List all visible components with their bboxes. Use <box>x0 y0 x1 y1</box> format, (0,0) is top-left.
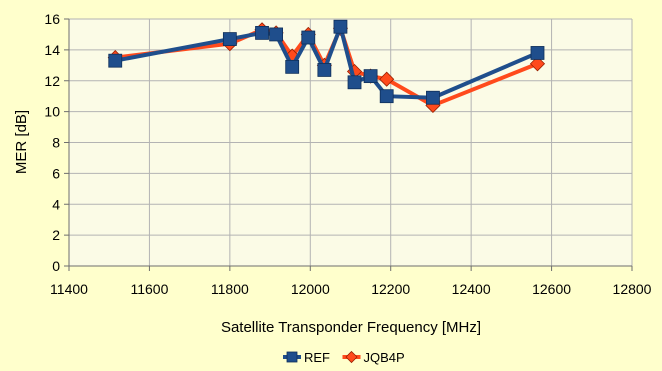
x-tick-label: 11800 <box>211 281 249 297</box>
data-point <box>269 27 284 42</box>
y-tick-label: 6 <box>52 165 60 181</box>
y-tick-label: 2 <box>52 227 60 243</box>
legend-label: JQB4P <box>364 350 405 365</box>
series-group <box>107 19 546 114</box>
legend-item: REF <box>283 350 330 365</box>
y-tick-label: 8 <box>52 135 60 151</box>
y-tick-label: 16 <box>44 11 60 27</box>
data-point <box>347 75 362 90</box>
y-tick-label: 0 <box>52 258 60 274</box>
legend: REF JQB4P <box>283 350 405 365</box>
data-point <box>530 46 545 60</box>
x-tick-label: 12400 <box>452 281 491 297</box>
y-tick-label: 14 <box>44 42 60 58</box>
data-point <box>317 63 332 77</box>
data-point <box>333 19 348 34</box>
x-tick-labels: 11400 11600 11800 12000 12200 12400 12600 12800 <box>50 281 652 297</box>
legend-label: REF <box>304 350 330 365</box>
data-point <box>222 32 237 46</box>
y-axis-title: MER [dB] <box>13 110 30 174</box>
data-point <box>255 25 269 40</box>
data-point <box>363 69 378 84</box>
y-tick-label: 10 <box>44 104 60 120</box>
legend-swatch-marker <box>286 351 298 363</box>
y-tick-labels: 0 2 4 6 8 10 12 14 16 <box>44 11 60 274</box>
series-ref <box>108 19 545 105</box>
data-point <box>379 89 394 104</box>
x-tick-label: 12600 <box>532 281 571 297</box>
x-tick-label: 11400 <box>50 281 88 297</box>
x-tick-label: 12800 <box>613 281 652 297</box>
data-point <box>285 59 300 74</box>
legend-item: JQB4P <box>342 350 405 365</box>
data-point <box>426 90 440 105</box>
legend-swatch-marker <box>345 350 358 364</box>
x-tick-label: 12200 <box>371 281 410 297</box>
x-axis-title: Satellite Transponder Frequency [MHz] <box>221 319 481 336</box>
x-tick-label: 11600 <box>130 281 168 297</box>
y-tick-label: 4 <box>52 196 60 212</box>
x-tick-label: 12000 <box>291 281 330 297</box>
data-point <box>529 56 546 72</box>
data-point <box>379 71 395 87</box>
data-point <box>301 30 316 45</box>
data-point <box>108 53 123 68</box>
axes <box>64 18 633 271</box>
y-tick-label: 12 <box>44 73 60 89</box>
